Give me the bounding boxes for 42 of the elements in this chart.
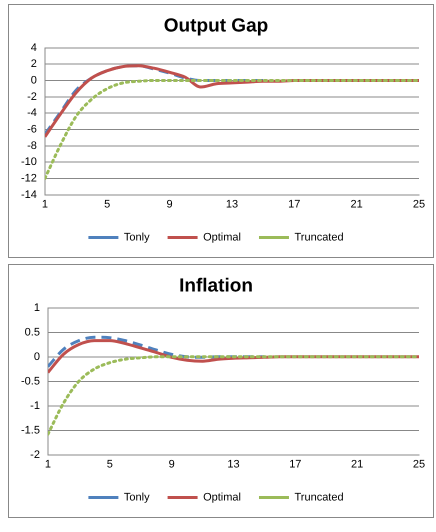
y-tick-label: -4 xyxy=(27,107,37,120)
legend-label: Truncated xyxy=(294,232,344,244)
legend-label: Tonly xyxy=(124,232,150,244)
x-tick-label: 17 xyxy=(289,458,302,470)
legend-label: Optimal xyxy=(203,492,241,504)
x-tick-label: 9 xyxy=(166,198,173,210)
y-tick-label: 2 xyxy=(30,58,37,70)
y-tick-label: -0.5 xyxy=(20,375,40,388)
y-tick-label: 0 xyxy=(34,350,40,363)
legend-label: Truncated xyxy=(294,492,344,504)
y-tick-label: -14 xyxy=(20,188,37,201)
line-series xyxy=(44,78,419,180)
chart-title: Output Gap xyxy=(164,16,268,37)
x-tick-label: 21 xyxy=(350,198,363,210)
x-tick-label: 13 xyxy=(226,198,238,210)
y-tick-label: -8 xyxy=(27,140,37,152)
x-tick-label: 25 xyxy=(412,458,426,470)
x-tick-label: 17 xyxy=(288,198,300,210)
y-tick-label: -6 xyxy=(27,124,37,136)
line-series xyxy=(48,355,419,436)
y-tick-label: -10 xyxy=(20,156,37,168)
x-tick-label: 21 xyxy=(351,458,364,470)
y-tick-label: 4 xyxy=(30,42,37,54)
x-tick-label: 25 xyxy=(412,198,426,210)
y-tick-label: -12 xyxy=(20,172,37,184)
x-tick-label: 5 xyxy=(106,458,113,470)
legend-label: Tonly xyxy=(124,492,150,504)
y-tick-label: 1 xyxy=(34,302,40,314)
y-tick-label: -2 xyxy=(30,448,40,461)
x-tick-label: 13 xyxy=(227,458,240,470)
line-series xyxy=(44,64,265,136)
legend-label: Optimal xyxy=(203,232,241,244)
y-tick-label: 0 xyxy=(30,74,37,86)
x-tick-label: 5 xyxy=(104,198,110,210)
y-tick-label: 0.5 xyxy=(24,326,40,338)
x-tick-label: 1 xyxy=(42,198,48,210)
x-tick-label: 1 xyxy=(44,458,52,470)
y-tick-label: -2 xyxy=(27,90,37,103)
y-tick-label: -1.5 xyxy=(20,424,40,436)
chart-title: Inflation xyxy=(179,276,253,297)
y-tick-label: -1 xyxy=(30,400,40,412)
x-tick-label: 9 xyxy=(168,458,175,470)
